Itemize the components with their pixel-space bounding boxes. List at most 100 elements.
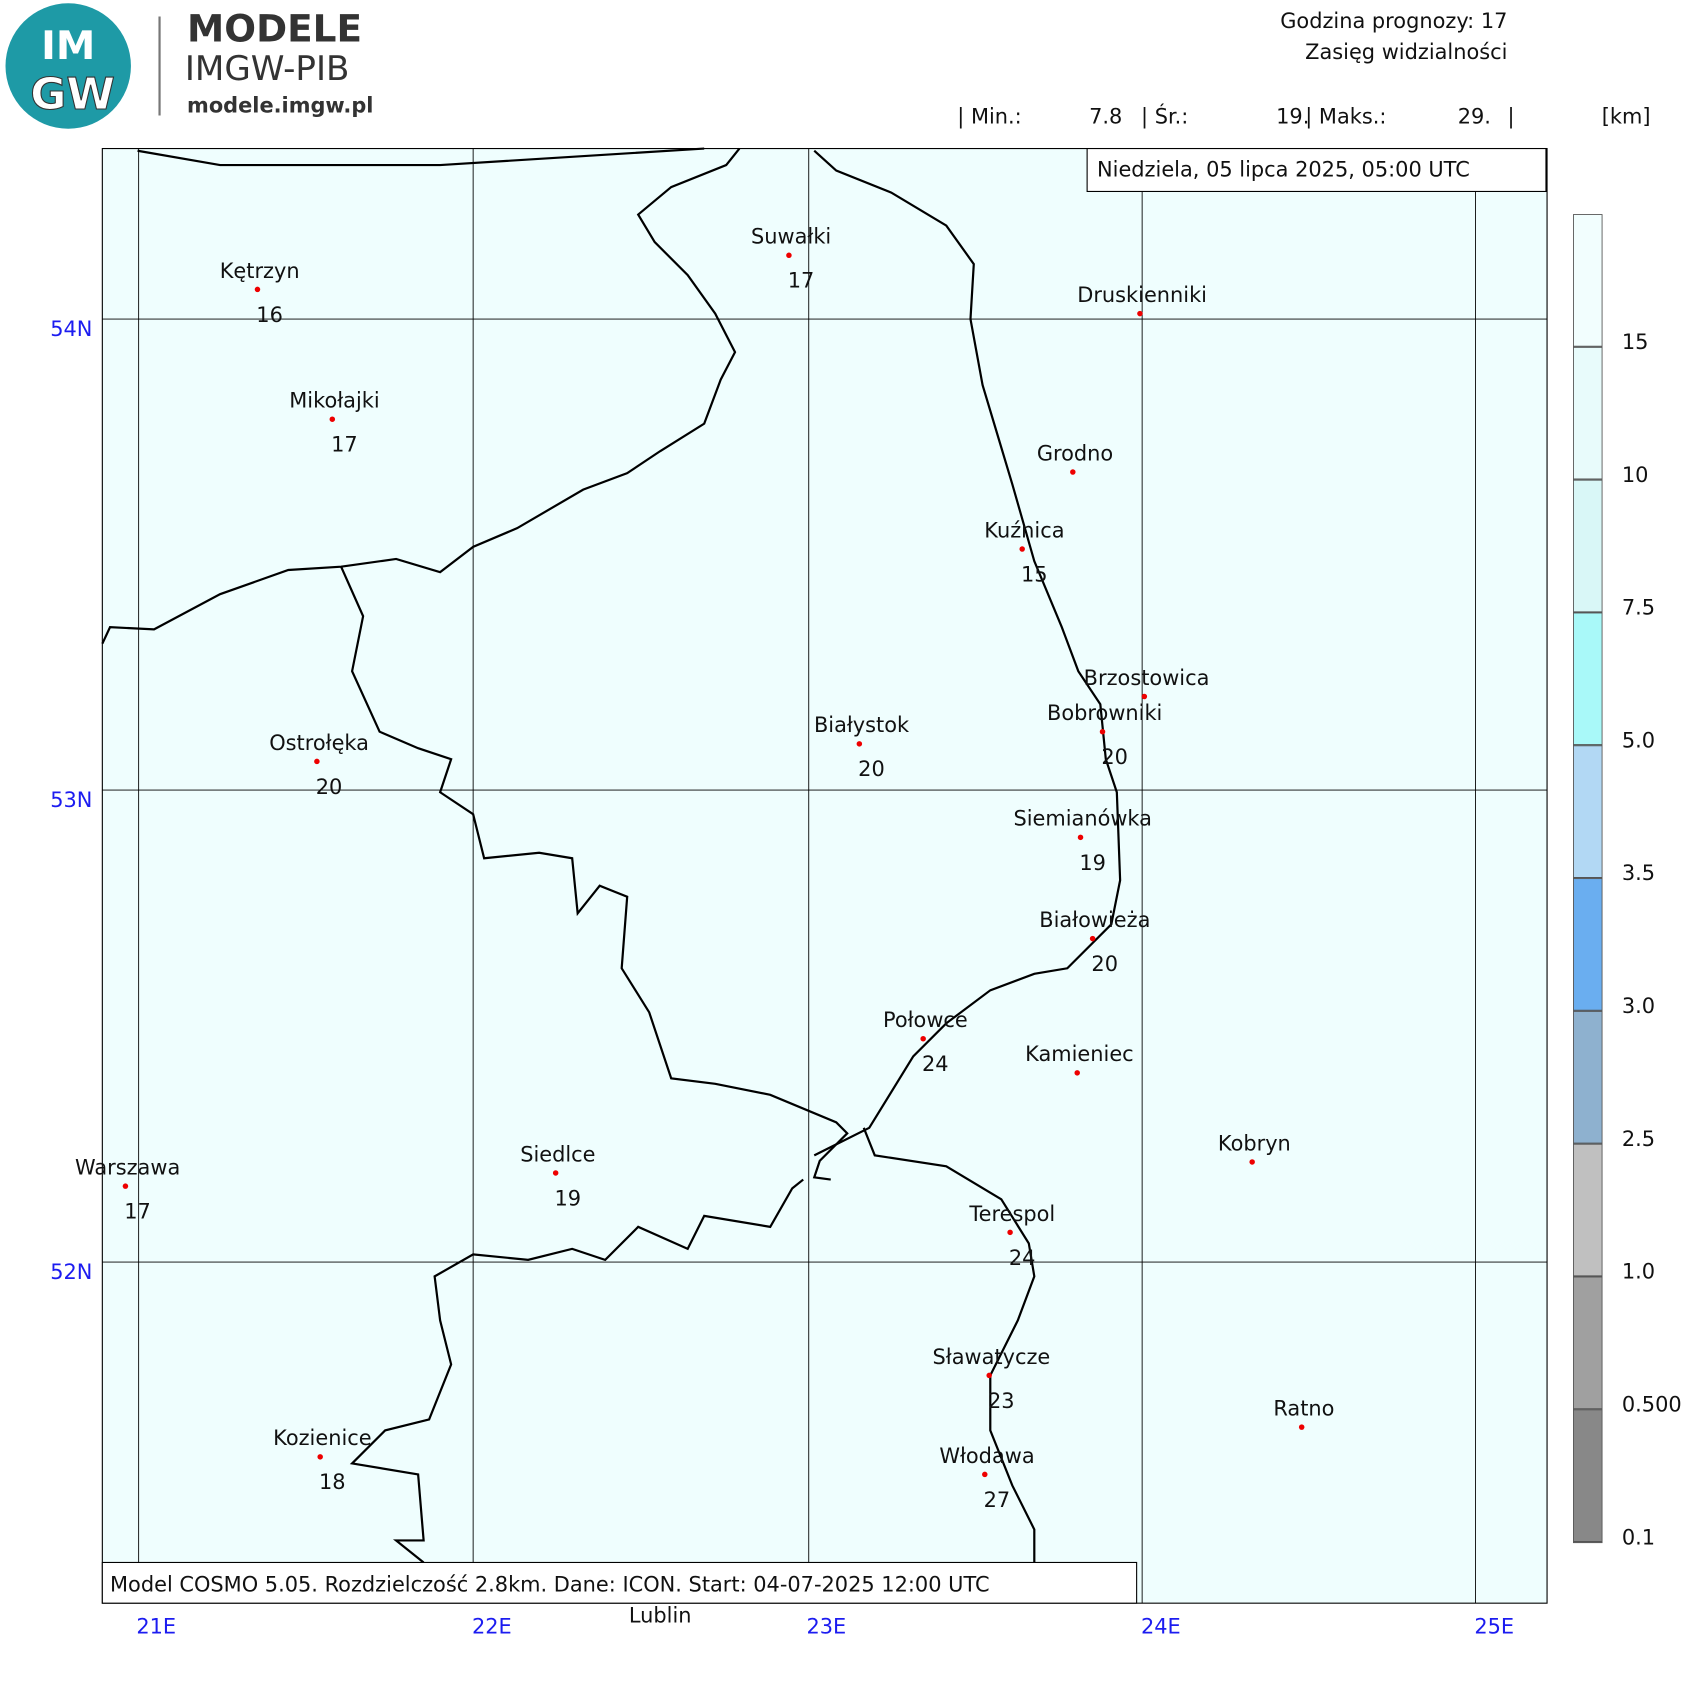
stat: | Min.: xyxy=(957,105,1021,130)
map-frame xyxy=(101,147,1548,1604)
city-name: Siedlce xyxy=(520,1142,595,1166)
city-name: Terespol xyxy=(968,1202,1055,1226)
grid: 21E 22E 23E 24E 25E 54N 53N 52N xyxy=(50,148,1548,1638)
city-name: Mikołajki xyxy=(289,389,379,413)
city-dot xyxy=(1070,469,1076,475)
city-dot xyxy=(856,741,863,747)
city-name: Brzostowica xyxy=(1084,666,1210,690)
forecast-hour: Godzina prognozy: 17 xyxy=(1280,9,1507,33)
legend-swatch xyxy=(1573,214,1603,348)
city-dot xyxy=(786,252,792,259)
city-dot xyxy=(254,286,261,293)
city-dot xyxy=(314,758,320,765)
stat: 29. xyxy=(1458,105,1491,129)
stat: 7.8 xyxy=(1089,105,1122,129)
outside-label: Lublin xyxy=(629,1603,692,1627)
city-dot xyxy=(1298,1424,1305,1430)
city-dot xyxy=(1249,1159,1255,1165)
city-dot xyxy=(1019,546,1025,552)
legend-swatch xyxy=(1573,612,1603,747)
legend: 15 10 7.5 5.0 3.5 3.0 2.5 1.0 0.500 0.1 xyxy=(1573,214,1682,1549)
legend-label: 0.1 xyxy=(1622,1525,1655,1549)
city-dot xyxy=(1077,834,1084,841)
logo-text: IM xyxy=(41,23,95,69)
legend-swatch xyxy=(1573,1276,1603,1411)
product: Zasięg widzialności xyxy=(1305,40,1507,64)
city-dot xyxy=(1141,693,1148,700)
city-name: Połowce xyxy=(883,1008,968,1032)
city-name: Białowieża xyxy=(1039,908,1150,932)
city-dot xyxy=(1137,310,1143,317)
city-name: Kozienice xyxy=(273,1426,371,1450)
city-name: Suwałki xyxy=(751,225,831,249)
logo: IM GW MODELE IMGW-PIB modele.imgw.pl xyxy=(5,3,373,129)
stat: 19. xyxy=(1276,105,1309,129)
city-value: 16 xyxy=(256,303,283,327)
lat-label: 54N xyxy=(50,317,92,341)
city-dot xyxy=(1089,935,1096,942)
city-dot xyxy=(920,1035,926,1042)
city-dot xyxy=(329,416,336,422)
org: IMGW-PIB xyxy=(185,49,350,89)
lat-label: 53N xyxy=(50,788,92,812)
city-name: Grodno xyxy=(1037,441,1113,465)
url: modele.imgw.pl xyxy=(187,94,373,118)
legend-label: 10 xyxy=(1622,463,1649,487)
city-dot xyxy=(552,1170,559,1176)
city-dot xyxy=(1074,1070,1080,1076)
stat: | Maks.: xyxy=(1305,105,1386,130)
footer-box xyxy=(101,1561,1138,1604)
legend-swatch xyxy=(1573,745,1603,880)
lon-label: 22E xyxy=(472,1614,512,1638)
city-dot xyxy=(122,1183,129,1189)
logo-text: GW xyxy=(30,69,115,120)
legend-label: 3.5 xyxy=(1622,861,1655,885)
legend-swatch xyxy=(1573,1143,1603,1278)
stat: | xyxy=(1507,105,1514,130)
city-value: 20 xyxy=(858,757,885,781)
legend-label: 3.0 xyxy=(1622,994,1655,1018)
city-value: 15 xyxy=(1021,562,1048,586)
city-value: 23 xyxy=(988,1389,1015,1413)
city-value: 27 xyxy=(984,1488,1011,1512)
brand: MODELE xyxy=(187,6,362,50)
city-value: 24 xyxy=(1009,1246,1036,1270)
stat: [km] xyxy=(1602,105,1651,129)
city-value: 20 xyxy=(1101,745,1128,769)
city-name: Warszawa xyxy=(75,1156,180,1180)
city-value: 18 xyxy=(319,1470,346,1494)
city-name: Kobryn xyxy=(1218,1131,1291,1155)
city-dot xyxy=(1099,728,1106,735)
legend-swatch xyxy=(1573,346,1603,481)
city-name: Siemianówka xyxy=(1013,807,1152,831)
lon-label: 25E xyxy=(1474,1614,1514,1638)
city-value: 20 xyxy=(316,775,343,799)
city-name: Kamieniec xyxy=(1025,1042,1134,1066)
date-box xyxy=(1086,147,1547,193)
lat-label: 52N xyxy=(50,1260,92,1284)
city-name: Ratno xyxy=(1273,1397,1334,1421)
footer: Model COSMO 5.05. Rozdzielczość 2.8km. D… xyxy=(110,1573,990,1597)
city-value: 19 xyxy=(1079,851,1106,875)
city-value: 17 xyxy=(124,1200,151,1224)
cities: Kętrzyn 16 Suwałki 17 Druskienniki Mikołajki 1… xyxy=(75,225,1334,1512)
lon-label: 23E xyxy=(806,1614,846,1638)
legend-label: 0.500 xyxy=(1622,1392,1682,1416)
city-value: 17 xyxy=(331,433,358,457)
legend-swatch xyxy=(1573,1010,1603,1145)
lon-label: 24E xyxy=(1141,1614,1181,1638)
city-value: 19 xyxy=(554,1186,581,1210)
city-name: Kętrzyn xyxy=(220,259,300,283)
city-name: Ostrołęka xyxy=(269,731,369,755)
stats: | Min.: 7.8 | Śr.: 19.| Maks.: 29. | [km] xyxy=(957,104,1650,130)
legend-label: 15 xyxy=(1622,330,1649,354)
city-name: Sławatycze xyxy=(933,1345,1051,1369)
city-value: 24 xyxy=(922,1052,949,1076)
city-dot xyxy=(986,1372,992,1379)
legend-swatch xyxy=(1573,1409,1603,1544)
city-name: Włodawa xyxy=(939,1444,1034,1468)
city-dot xyxy=(1007,1229,1013,1236)
legend-swatch xyxy=(1573,878,1603,1012)
